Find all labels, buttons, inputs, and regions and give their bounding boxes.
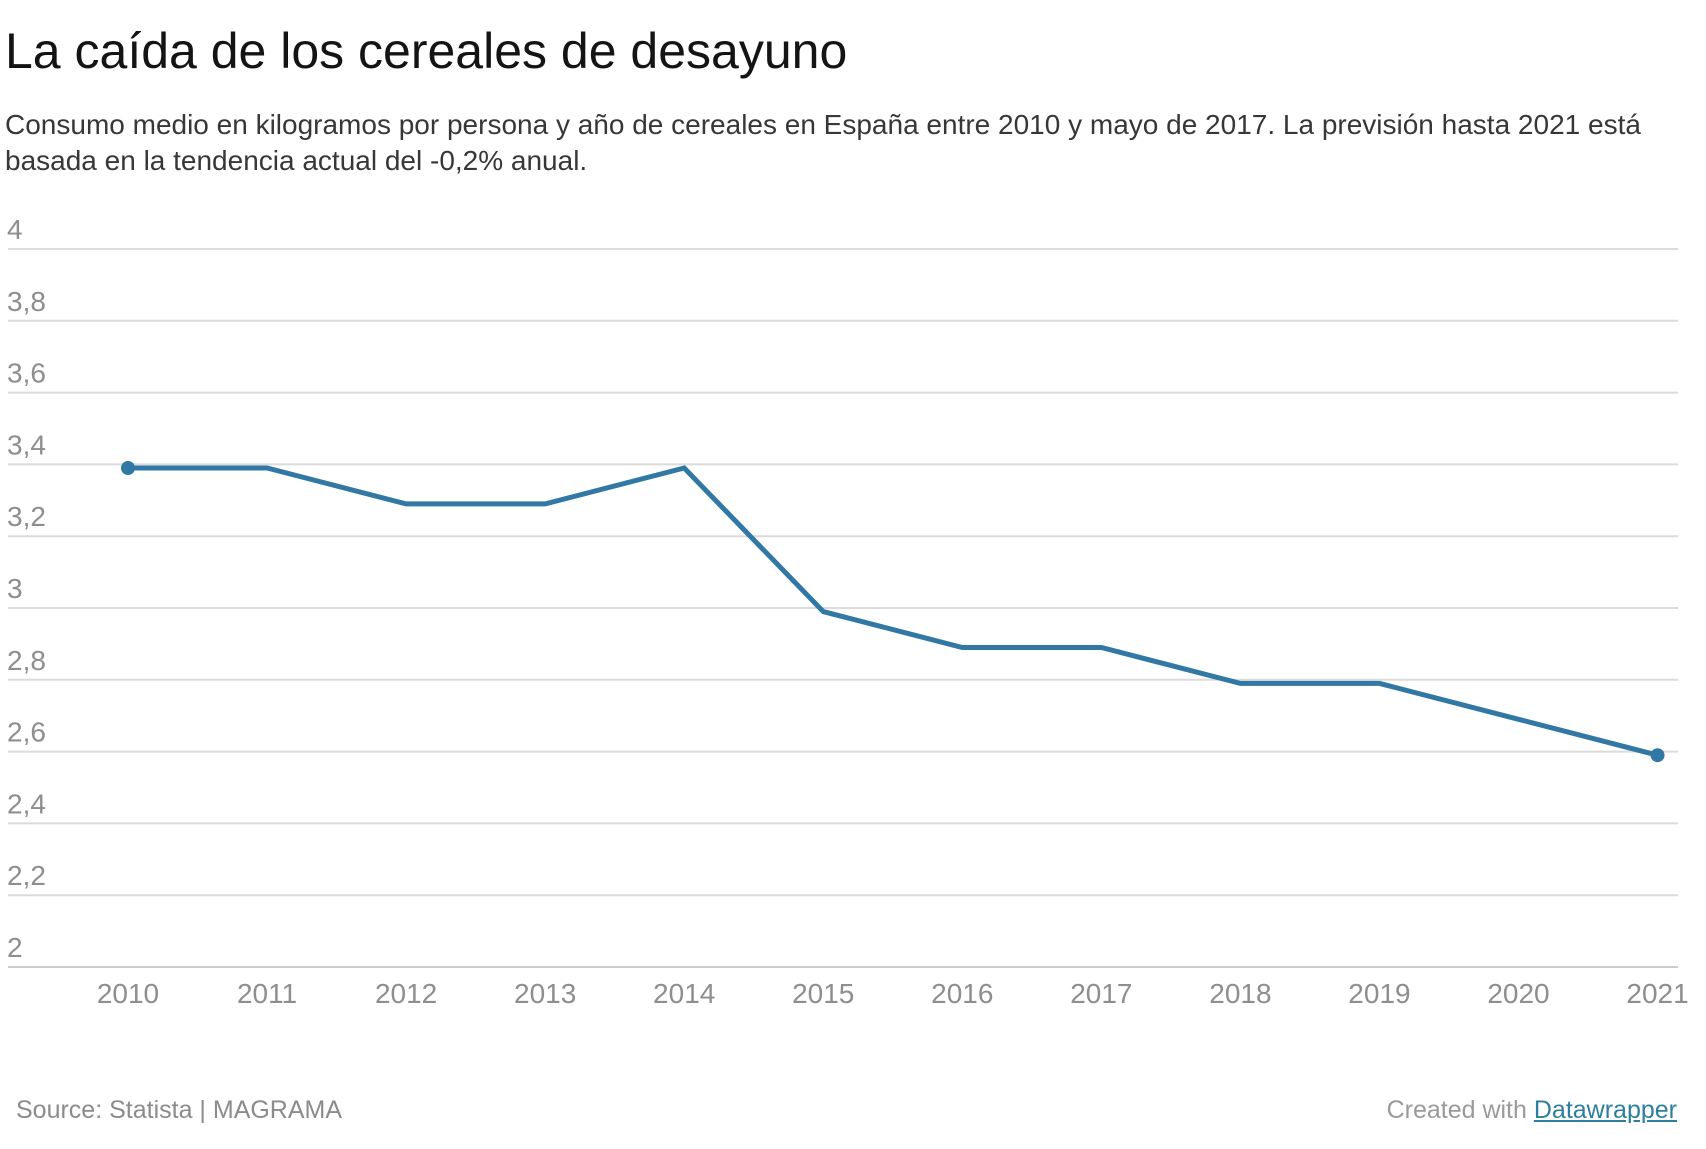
y-axis-label: 2,6: [7, 717, 46, 748]
x-axis-label: 2021: [1626, 978, 1688, 1009]
x-axis-label: 2012: [375, 978, 437, 1009]
source-text: Source: Statista | MAGRAMA: [16, 1096, 343, 1124]
x-axis-label: 2015: [792, 978, 854, 1009]
y-axis-label: 2,4: [7, 788, 46, 819]
end-point-dot: [121, 460, 135, 475]
chart-description: Consumo medio en kilogramos por persona …: [5, 109, 1641, 176]
y-axis-label: 3,2: [7, 501, 46, 532]
y-axis-label: 2,2: [7, 860, 46, 891]
y-axis-label: 2,8: [7, 645, 46, 676]
end-point-dot: [1650, 748, 1665, 763]
y-axis-label: 3,6: [7, 358, 46, 389]
datawrapper-link[interactable]: Datawrapper: [1533, 1096, 1677, 1124]
x-axis-label: 2010: [97, 978, 159, 1009]
x-axis-label: 2018: [1209, 978, 1271, 1009]
x-axis-label: 2011: [237, 978, 297, 1009]
x-axis-label: 2017: [1070, 978, 1132, 1009]
data-line: [128, 465, 1659, 758]
y-axis-label: 3: [7, 573, 23, 604]
attribution-prefix: Created with: [1386, 1096, 1534, 1124]
x-axis-label: 2013: [514, 978, 576, 1009]
y-axis-label: 3,4: [7, 429, 46, 460]
x-axis-label: 2014: [653, 978, 715, 1009]
x-axis-label: 2019: [1348, 978, 1410, 1009]
y-axis-label: 4: [7, 214, 23, 245]
y-axis-label: 2: [7, 932, 23, 963]
x-axis-label: 2020: [1487, 978, 1549, 1009]
chart-title: La caída de los cereales de desayuno: [5, 23, 848, 79]
attribution: Created with Datawrapper: [1387, 1098, 1677, 1123]
y-axis-label: 3,8: [7, 286, 46, 317]
chart-footer: Source: Statista | MAGRAMA Created with …: [0, 1098, 1706, 1128]
x-axis-label: 2016: [931, 978, 993, 1009]
